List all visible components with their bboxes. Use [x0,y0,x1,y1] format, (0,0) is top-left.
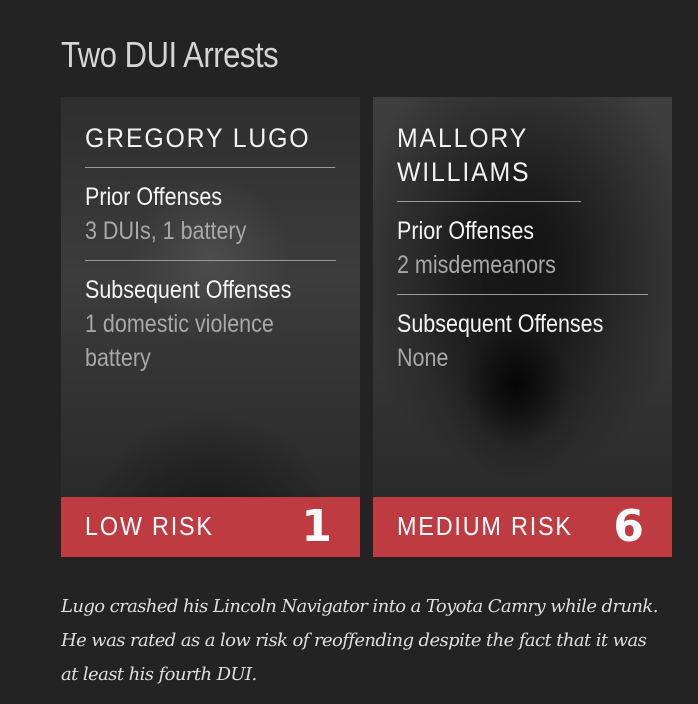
prior-offenses-label: Prior Offenses [397,217,535,245]
risk-bar: LOW RISK 1 [61,497,360,557]
prior-offenses-section: Prior Offenses 2 misdemeanors [397,202,648,295]
person-name: GREGORY LUGO [85,121,336,168]
prior-offenses-value: 3 DUIs, 1 battery [85,217,247,245]
subsequent-offenses-section: Subsequent Offenses 1 domestic violence … [85,261,336,387]
prior-offenses-label: Prior Offenses [85,183,223,211]
risk-label: LOW RISK [85,511,214,541]
page-title: Two DUI Arrests [61,34,279,75]
person-name: MALLORY WILLIAMS [397,121,581,202]
profile-card-mallory-williams: MALLORY WILLIAMS Prior Offenses 2 misdem… [373,97,672,557]
subsequent-offenses-label: Subsequent Offenses [397,310,604,338]
prior-offenses-section: Prior Offenses 3 DUIs, 1 battery [85,168,336,261]
profile-card-gregory-lugo: GREGORY LUGO Prior Offenses 3 DUIs, 1 ba… [61,97,360,557]
caption-text: Lugo crashed his Lincoln Navigator into … [61,596,658,685]
profile-info: GREGORY LUGO Prior Offenses 3 DUIs, 1 ba… [85,121,336,387]
subsequent-offenses-value: None [397,344,449,372]
profile-info: MALLORY WILLIAMS Prior Offenses 2 misdem… [397,121,648,387]
subsequent-offenses-value: 1 domestic violence battery [85,310,274,372]
subsequent-offenses-label: Subsequent Offenses [85,276,292,304]
risk-score: 1 [301,501,332,552]
subsequent-offenses-section: Subsequent Offenses None [397,295,648,387]
prior-offenses-value: 2 misdemeanors [397,251,556,279]
risk-label: MEDIUM RISK [397,511,573,541]
mugshot-photo [373,97,672,497]
risk-score: 6 [613,501,644,552]
risk-bar: MEDIUM RISK 6 [373,497,672,557]
mugshot-photo [61,97,360,497]
